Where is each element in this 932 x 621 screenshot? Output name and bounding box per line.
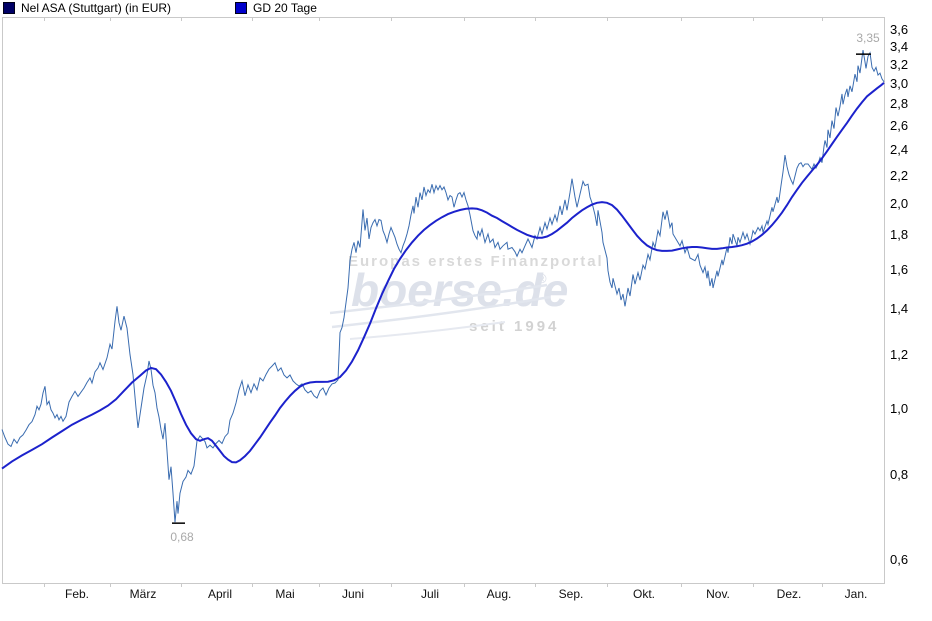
y-axis-tick-label: 3,0 xyxy=(890,76,909,91)
chart-legend: Nel ASA (Stuttgart) (in EUR) GD 20 Tage xyxy=(3,0,317,15)
y-axis-tick-label: 2,8 xyxy=(890,96,909,111)
y-axis-tick-label: 2,2 xyxy=(890,168,909,183)
gd20-series-label: GD 20 Tage xyxy=(253,0,317,15)
y-axis-tick-label: 3,6 xyxy=(890,22,909,37)
watermark-swoosh-icon xyxy=(329,283,551,340)
x-axis-month-label: Okt. xyxy=(632,587,656,601)
x-axis-month-label: Aug. xyxy=(486,587,512,601)
gd20-series-swatch-icon xyxy=(235,1,248,14)
low-value-label: 0,68 xyxy=(170,530,194,545)
watermark-since: seit 1994 xyxy=(469,318,560,335)
x-axis-month-label: Dez. xyxy=(776,587,802,601)
y-axis-tick-label: 0,6 xyxy=(890,552,909,567)
x-axis-month-label: Jan. xyxy=(844,587,868,601)
high-value-label: 3,35 xyxy=(856,31,880,46)
y-axis-tick-label: 3,2 xyxy=(890,57,909,72)
y-axis-tick-label: 0,8 xyxy=(890,467,909,482)
watermark-registered-icon: ® xyxy=(537,271,547,286)
y-axis-tick-label: 2,6 xyxy=(890,118,909,133)
x-axis-month-label: Sep. xyxy=(558,587,584,601)
y-axis-tick-label: 2,0 xyxy=(890,196,909,211)
x-axis-month-label: Juni xyxy=(341,587,365,601)
x-axis-month-label: Feb. xyxy=(64,587,90,601)
plot-frame xyxy=(2,17,885,584)
x-axis-month-label: Juli xyxy=(420,587,440,601)
gd20-line xyxy=(1,82,885,470)
month-boundary-ticks xyxy=(44,17,823,587)
x-axis-month-label: März xyxy=(129,587,157,601)
y-axis-tick-label: 1,8 xyxy=(890,227,909,242)
x-axis-month-label: Mai xyxy=(275,587,295,601)
y-axis-tick-label: 2,4 xyxy=(890,142,909,157)
watermark-tagline: Europas erstes Finanzportal xyxy=(348,253,604,270)
price-series-swatch-icon xyxy=(3,1,15,14)
x-axis-month-label: April xyxy=(207,587,233,601)
price-line xyxy=(1,50,885,523)
x-axis-month-label: Nov. xyxy=(706,587,730,601)
price-series-label: Nel ASA (Stuttgart) (in EUR) xyxy=(21,0,172,15)
y-axis-tick-label: 1,6 xyxy=(890,262,909,277)
y-axis-tick-label: 3,4 xyxy=(890,39,909,54)
y-axis-tick-label: 1,0 xyxy=(890,401,909,416)
y-axis-tick-label: 1,4 xyxy=(890,301,909,316)
y-axis-tick-label: 1,2 xyxy=(890,347,909,362)
